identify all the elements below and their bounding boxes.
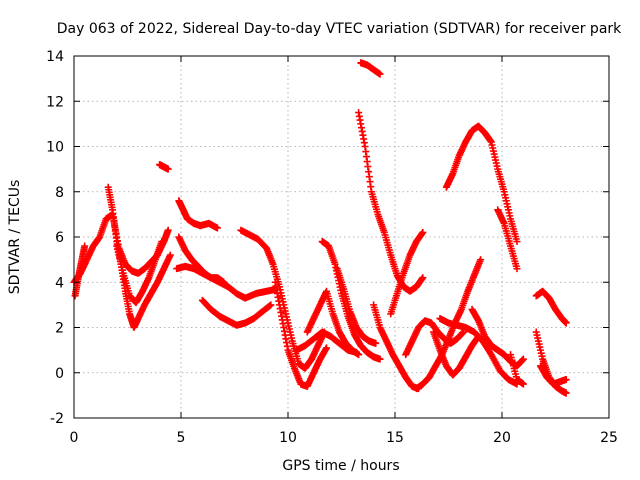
series-track-13: [303, 287, 363, 359]
series-track-8: [175, 197, 221, 232]
series-track-23: [436, 314, 521, 388]
data-point-marker: [519, 380, 527, 388]
series-track-5: [156, 161, 172, 173]
axis-ticks: 0 5 10 15 20 25 -2 0 2 4 6 8 10 12 14: [46, 49, 618, 446]
series-track-16: [355, 109, 427, 295]
series-track-24: [442, 122, 521, 246]
y-tick-label: 14: [46, 49, 64, 65]
data-point-marker: [513, 238, 521, 246]
x-tick-label: 5: [177, 430, 186, 446]
y-tick-label: 10: [46, 140, 64, 156]
y-tick-label: 12: [46, 94, 64, 110]
series-track-19: [387, 228, 427, 318]
y-tick-label: 2: [55, 321, 64, 337]
data-point-marker: [164, 226, 172, 234]
series-track-3: [104, 183, 174, 331]
data-point-marker: [323, 344, 331, 352]
x-tick-label: 25: [600, 430, 618, 446]
series-track-22: [430, 328, 482, 379]
data-point-marker: [513, 265, 521, 273]
x-tick-label: 15: [386, 430, 404, 446]
data-point-marker: [419, 274, 427, 282]
series-track-4: [113, 238, 166, 307]
series-track-15: [333, 265, 380, 347]
data-point-marker: [477, 256, 485, 264]
data-point-marker: [220, 278, 228, 286]
series-track-21: [412, 256, 485, 393]
data-point-marker: [562, 389, 570, 397]
x-tick-label: 20: [493, 430, 511, 446]
data-marks: [70, 59, 570, 397]
data-point-marker: [376, 70, 384, 78]
y-tick-label: -2: [50, 411, 64, 427]
series-track-30: [537, 362, 570, 388]
data-point-marker: [355, 351, 363, 359]
series-track-29: [532, 328, 570, 397]
data-point-marker: [562, 319, 570, 327]
data-point-marker: [164, 165, 172, 173]
x-tick-label: 0: [70, 430, 79, 446]
x-tick-label: 10: [279, 430, 297, 446]
y-tick-label: 6: [55, 230, 64, 246]
series-track-11: [271, 278, 331, 390]
data-point-marker: [519, 355, 527, 363]
series-track-7: [175, 233, 228, 286]
series-track-17: [357, 59, 384, 78]
y-axis-label: SDTVAR / TECUs: [7, 180, 23, 295]
y-tick-label: 4: [55, 275, 64, 291]
data-point-marker: [372, 339, 380, 347]
series-track-2: [71, 242, 89, 300]
data-point-marker: [166, 251, 174, 259]
series-track-26: [468, 305, 527, 370]
data-point-marker: [267, 301, 275, 309]
series-track-27: [507, 351, 527, 388]
grid-lines: [74, 56, 609, 418]
series-track-25: [494, 206, 521, 273]
series-track-18: [370, 301, 423, 393]
y-tick-label: 0: [55, 366, 64, 382]
series-track-28: [532, 287, 570, 327]
y-tick-label: 8: [55, 185, 64, 201]
data-point-marker: [562, 376, 570, 384]
data-point-marker: [376, 355, 384, 363]
data-point-marker: [419, 228, 427, 236]
x-axis-label: GPS time / hours: [282, 458, 399, 474]
series-track-10: [237, 226, 328, 372]
series-track-9: [198, 296, 275, 329]
data-point-marker: [81, 242, 89, 250]
data-point-marker: [158, 238, 166, 246]
data-point-marker: [213, 224, 221, 232]
chart-title: Day 063 of 2022, Sidereal Day-to-day VTE…: [57, 21, 622, 37]
